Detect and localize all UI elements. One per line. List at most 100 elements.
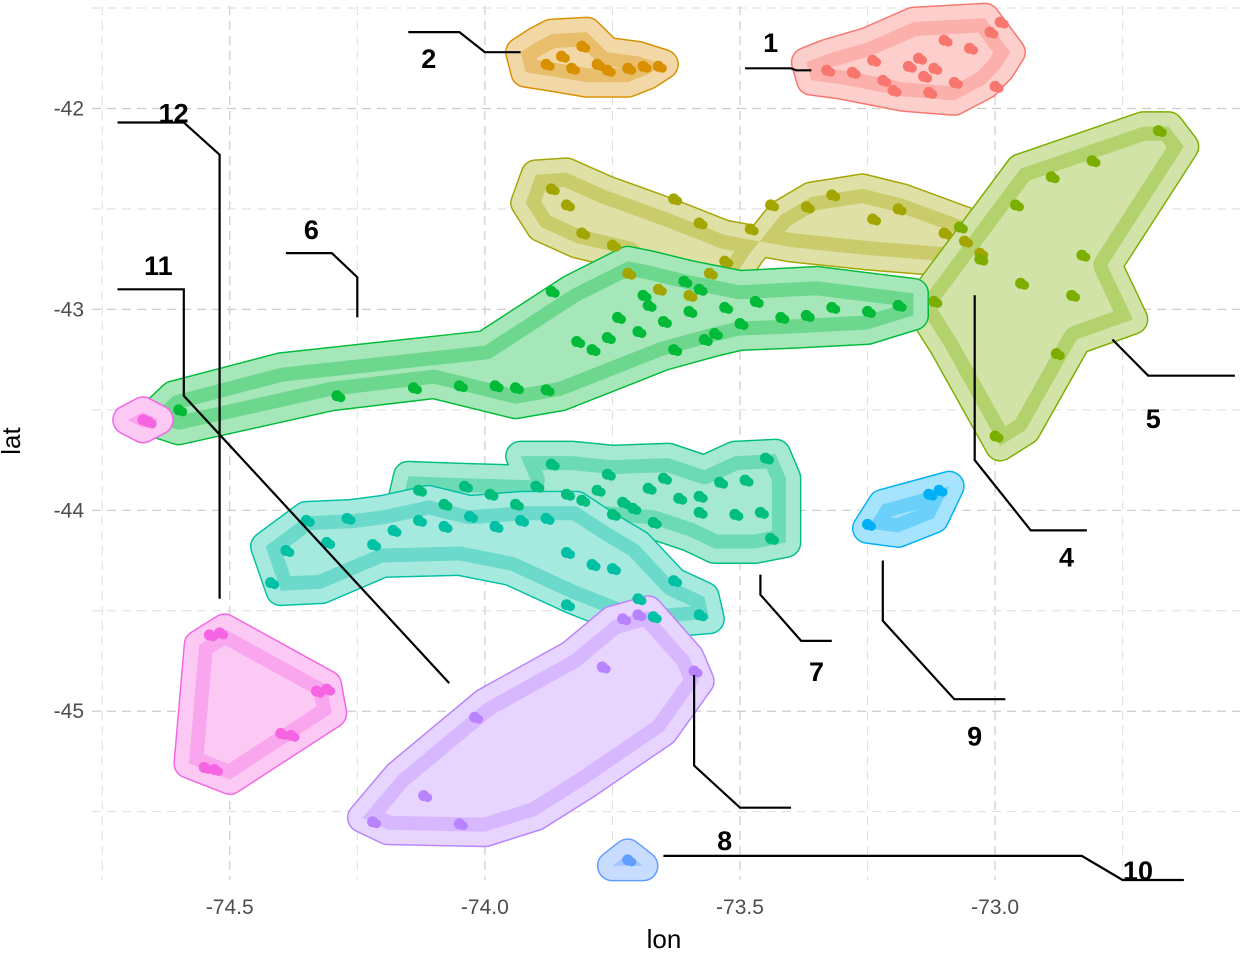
data-point — [591, 347, 601, 357]
data-point — [627, 65, 637, 75]
leader-line — [1111, 338, 1235, 377]
x-tick-labels: -74.5 -74.0 -73.5 -73.0 — [206, 896, 1019, 919]
data-point — [418, 487, 428, 497]
x-tick-label: -73.5 — [716, 896, 764, 919]
cluster-label: 8 — [717, 826, 732, 856]
x-axis-title: lon — [647, 924, 682, 954]
data-point — [642, 292, 652, 302]
data-point — [423, 793, 433, 803]
data-point — [642, 63, 652, 73]
data-point — [683, 278, 693, 288]
data-point — [943, 37, 953, 47]
data-point — [326, 686, 336, 696]
data-point — [969, 45, 979, 55]
data-point — [571, 65, 581, 75]
data-point — [994, 83, 1004, 93]
cluster-hull-fill — [792, 4, 1025, 115]
data-point — [469, 513, 479, 523]
data-point — [724, 304, 734, 314]
data-point — [560, 53, 570, 63]
data-point — [326, 539, 336, 549]
data-point — [708, 270, 718, 280]
data-point — [744, 477, 754, 487]
data-point — [213, 766, 223, 776]
data-point — [678, 495, 688, 505]
data-point — [963, 238, 973, 248]
cluster-hull-fill — [506, 18, 678, 97]
data-point — [724, 258, 734, 268]
data-point — [637, 596, 647, 606]
data-point — [739, 320, 749, 330]
data-point — [178, 407, 188, 417]
data-point — [566, 202, 576, 212]
data-point — [305, 517, 315, 527]
data-point — [867, 521, 877, 531]
cluster-label: 12 — [159, 98, 189, 128]
data-point — [647, 485, 657, 495]
data-point — [698, 493, 708, 503]
data-point — [494, 383, 504, 393]
data-point — [617, 314, 627, 324]
data-point — [652, 614, 662, 624]
data-point — [923, 73, 933, 83]
data-point — [805, 204, 815, 214]
data-point — [759, 509, 769, 519]
data-point — [719, 479, 729, 489]
cluster-label: 6 — [304, 215, 319, 245]
cluster-label: 4 — [1059, 543, 1074, 573]
data-point — [219, 630, 229, 640]
data-point — [688, 292, 698, 302]
data-point — [897, 302, 907, 312]
cluster-label: 9 — [967, 721, 982, 751]
data-point — [346, 515, 356, 525]
data-point — [703, 337, 713, 347]
data-point — [514, 385, 524, 395]
data-point — [285, 547, 295, 557]
data-point — [693, 668, 703, 678]
cluster-label: 7 — [809, 657, 824, 687]
data-point — [999, 19, 1009, 29]
data-point — [994, 433, 1004, 443]
data-point — [897, 206, 907, 216]
x-tick-label: -73.0 — [971, 896, 1019, 919]
data-point — [463, 483, 473, 493]
data-point — [1081, 252, 1091, 262]
data-point — [545, 515, 555, 525]
y-tick-label: -42 — [54, 97, 84, 120]
data-point — [770, 535, 780, 545]
data-point — [698, 509, 708, 519]
data-point — [1020, 280, 1030, 290]
data-point — [831, 304, 841, 314]
data-point — [713, 330, 723, 340]
data-point — [591, 562, 601, 572]
data-point — [754, 298, 764, 308]
data-point — [831, 192, 841, 202]
data-point — [1015, 202, 1025, 212]
leader-line — [117, 288, 451, 684]
leader-line — [973, 295, 1087, 532]
data-point — [943, 230, 953, 240]
cluster-label: 2 — [421, 44, 436, 74]
data-point — [550, 288, 560, 298]
leader-line — [692, 675, 791, 809]
data-point — [550, 461, 560, 471]
data-point — [892, 87, 902, 97]
data-point — [601, 664, 611, 674]
cluster-label: 5 — [1146, 404, 1161, 434]
data-point — [872, 216, 882, 226]
data-point — [535, 483, 545, 493]
data-point — [657, 286, 667, 296]
data-point — [372, 541, 382, 551]
data-point — [1157, 128, 1167, 138]
data-point — [637, 328, 647, 338]
leader-line — [408, 30, 521, 54]
data-point — [734, 511, 744, 521]
cluster-hull-fill — [904, 112, 1198, 460]
cluster-hull-fill — [174, 614, 346, 794]
leader-line — [285, 252, 359, 318]
data-point — [673, 578, 683, 588]
x-tick-label: -74.0 — [461, 896, 509, 919]
data-point — [698, 612, 708, 622]
